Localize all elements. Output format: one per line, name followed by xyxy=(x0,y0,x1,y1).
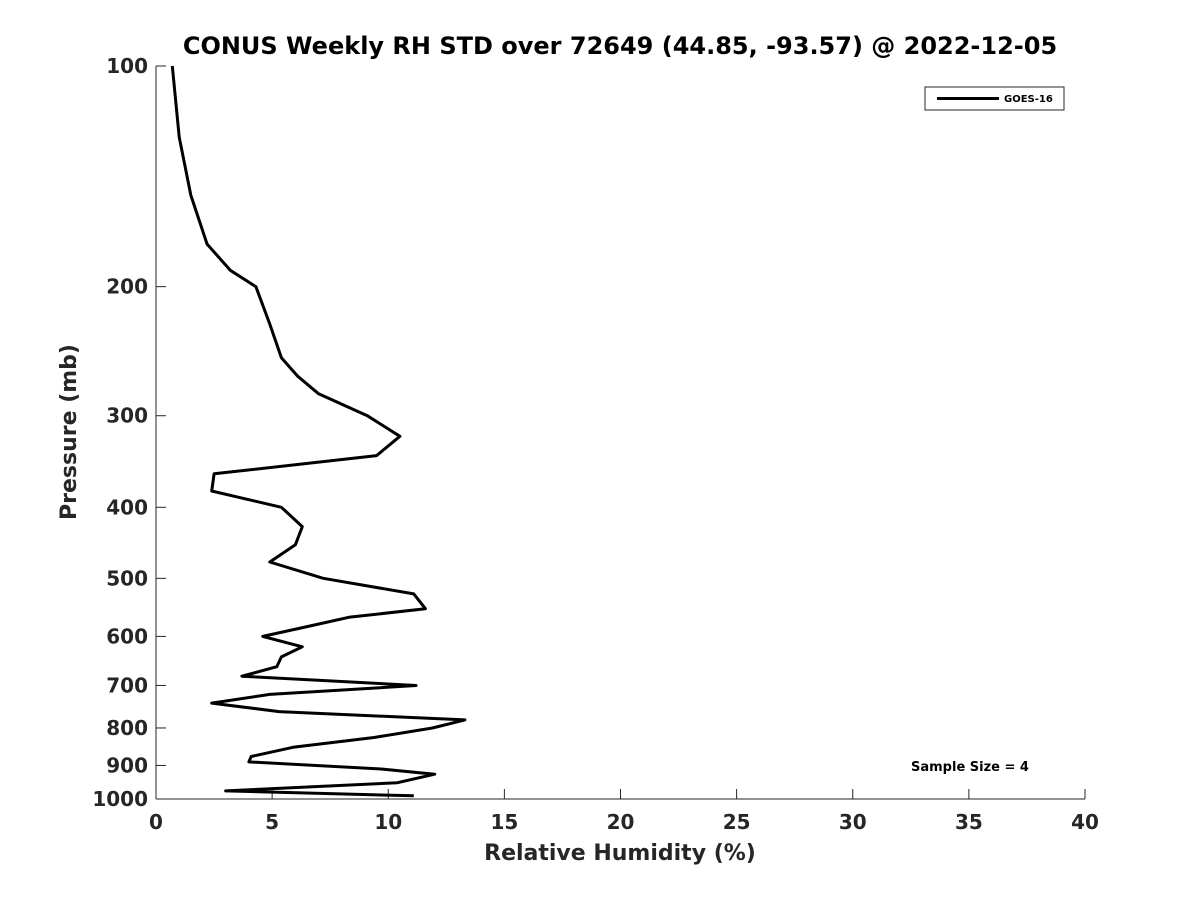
series-line-goes-16 xyxy=(170,65,467,798)
chart-title: CONUS Weekly RH STD over 72649 (44.85, -… xyxy=(183,32,1057,60)
y-tick-label: 700 xyxy=(106,673,148,697)
x-tick-label: 30 xyxy=(839,810,867,834)
legend-entry-goes-16: GOES-16 xyxy=(1004,94,1053,105)
y-tick-label: 800 xyxy=(106,716,148,740)
y-tick-label: 500 xyxy=(106,566,148,590)
x-tick-label: 10 xyxy=(374,810,402,834)
y-tick-label: 300 xyxy=(106,404,148,428)
y-tick-label: 600 xyxy=(106,624,148,648)
x-tick-label: 0 xyxy=(149,810,163,834)
sample-size-annotation: Sample Size = 4 xyxy=(911,760,1029,775)
y-tick-label: 200 xyxy=(106,275,148,299)
x-tick-label: 20 xyxy=(607,810,635,834)
y-tick-label: 900 xyxy=(106,753,148,777)
plot-area xyxy=(156,66,1085,799)
y-ticks: 100 200 300 400 500 600 700 800 900 1000 xyxy=(92,54,166,811)
x-tick-label: 40 xyxy=(1071,810,1099,834)
x-tick-label: 35 xyxy=(955,810,983,834)
x-tick-label: 5 xyxy=(265,810,279,834)
x-tick-label: 25 xyxy=(723,810,751,834)
y-tick-label: 100 xyxy=(106,54,148,78)
y-axis-label: Pressure (mb) xyxy=(57,344,82,520)
x-tick-label: 15 xyxy=(490,810,518,834)
x-ticks: 0 5 10 15 20 25 30 35 40 xyxy=(149,789,1099,834)
y-tick-label: 1000 xyxy=(92,787,148,811)
legend: GOES-16 xyxy=(924,86,1065,111)
x-axis-label: Relative Humidity (%) xyxy=(484,841,756,866)
y-tick-label: 400 xyxy=(106,495,148,519)
